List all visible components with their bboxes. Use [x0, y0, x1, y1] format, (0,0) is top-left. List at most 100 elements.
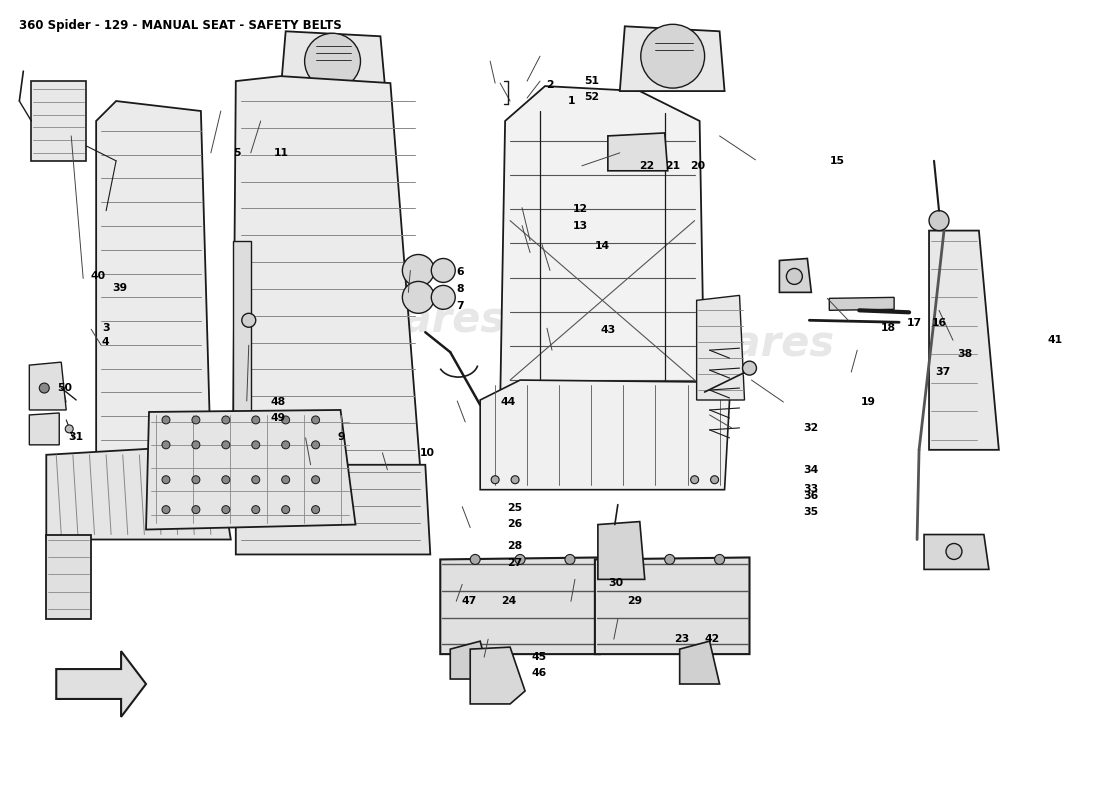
Circle shape	[148, 452, 164, 468]
Circle shape	[222, 416, 230, 424]
Text: 24: 24	[500, 596, 516, 606]
Text: 50: 50	[57, 383, 73, 393]
Polygon shape	[680, 641, 719, 684]
Circle shape	[311, 506, 320, 514]
Text: 12: 12	[573, 204, 588, 214]
Text: 48: 48	[271, 397, 286, 406]
Text: 19: 19	[860, 398, 876, 407]
Circle shape	[786, 269, 802, 285]
Circle shape	[65, 425, 74, 433]
Text: 9: 9	[338, 433, 345, 442]
Text: 1: 1	[569, 96, 575, 106]
Polygon shape	[233, 241, 251, 470]
Text: 6: 6	[456, 267, 464, 278]
Circle shape	[742, 361, 757, 375]
Circle shape	[305, 34, 361, 89]
Polygon shape	[924, 534, 989, 570]
Text: 7: 7	[456, 301, 464, 311]
Circle shape	[311, 476, 320, 484]
Text: 26: 26	[507, 518, 522, 529]
Polygon shape	[608, 133, 668, 170]
Text: 29: 29	[627, 596, 642, 606]
Text: 5: 5	[233, 148, 241, 158]
Text: 45: 45	[531, 652, 547, 662]
Circle shape	[565, 554, 575, 565]
Polygon shape	[96, 101, 211, 460]
Polygon shape	[30, 413, 59, 445]
Polygon shape	[233, 76, 420, 470]
Circle shape	[615, 554, 625, 565]
Text: 51: 51	[584, 76, 600, 86]
Text: 49: 49	[271, 413, 286, 422]
Polygon shape	[46, 534, 91, 619]
Text: 13: 13	[573, 222, 588, 231]
Circle shape	[691, 476, 698, 484]
Circle shape	[162, 441, 170, 449]
Text: 35: 35	[804, 506, 818, 517]
Text: 4: 4	[102, 337, 109, 347]
Text: 21: 21	[666, 162, 681, 171]
Text: 360 Spider - 129 - MANUAL SEAT - SAFETY BELTS: 360 Spider - 129 - MANUAL SEAT - SAFETY …	[20, 19, 342, 32]
Circle shape	[403, 282, 434, 314]
Text: 39: 39	[112, 283, 128, 294]
Text: 41: 41	[1047, 335, 1063, 346]
Circle shape	[311, 416, 320, 424]
Text: 42: 42	[705, 634, 720, 644]
Circle shape	[715, 554, 725, 565]
Text: 11: 11	[274, 148, 288, 158]
Polygon shape	[56, 651, 146, 717]
Circle shape	[431, 258, 455, 282]
Text: 34: 34	[803, 465, 818, 475]
Circle shape	[191, 416, 200, 424]
Circle shape	[162, 416, 170, 424]
Text: 40: 40	[90, 271, 106, 282]
Text: 43: 43	[601, 325, 616, 335]
Text: 22: 22	[639, 162, 654, 171]
Circle shape	[191, 476, 200, 484]
Polygon shape	[696, 295, 745, 400]
Text: 38: 38	[957, 349, 972, 358]
Circle shape	[191, 441, 200, 449]
Text: 3: 3	[102, 323, 109, 334]
Circle shape	[242, 314, 255, 327]
Text: 8: 8	[456, 284, 464, 294]
Polygon shape	[481, 380, 729, 490]
Polygon shape	[235, 465, 430, 554]
Circle shape	[252, 506, 260, 514]
Circle shape	[641, 24, 705, 88]
Text: 16: 16	[932, 318, 947, 328]
Polygon shape	[598, 522, 645, 579]
Circle shape	[282, 506, 289, 514]
Text: 20: 20	[691, 162, 706, 171]
Text: 15: 15	[830, 156, 845, 166]
Text: eurospares: eurospares	[572, 323, 835, 365]
Text: 10: 10	[419, 449, 435, 458]
Polygon shape	[440, 558, 600, 654]
Circle shape	[162, 506, 170, 514]
Polygon shape	[470, 647, 525, 704]
Circle shape	[191, 506, 200, 514]
Circle shape	[252, 416, 260, 424]
Text: 14: 14	[595, 241, 610, 251]
Circle shape	[282, 476, 289, 484]
Circle shape	[491, 476, 499, 484]
Circle shape	[40, 383, 49, 393]
Polygon shape	[500, 86, 705, 405]
Text: 28: 28	[507, 541, 522, 551]
Polygon shape	[619, 26, 725, 91]
Circle shape	[711, 476, 718, 484]
Text: 37: 37	[935, 367, 950, 377]
Circle shape	[403, 254, 434, 286]
Circle shape	[311, 441, 320, 449]
Text: 25: 25	[507, 502, 522, 513]
Text: 46: 46	[531, 668, 547, 678]
Circle shape	[470, 554, 481, 565]
Polygon shape	[146, 410, 355, 530]
Polygon shape	[30, 362, 66, 410]
Text: 47: 47	[461, 596, 476, 606]
Polygon shape	[46, 445, 231, 539]
Polygon shape	[280, 31, 385, 91]
Polygon shape	[829, 298, 894, 310]
Text: 30: 30	[608, 578, 624, 588]
Circle shape	[252, 476, 260, 484]
